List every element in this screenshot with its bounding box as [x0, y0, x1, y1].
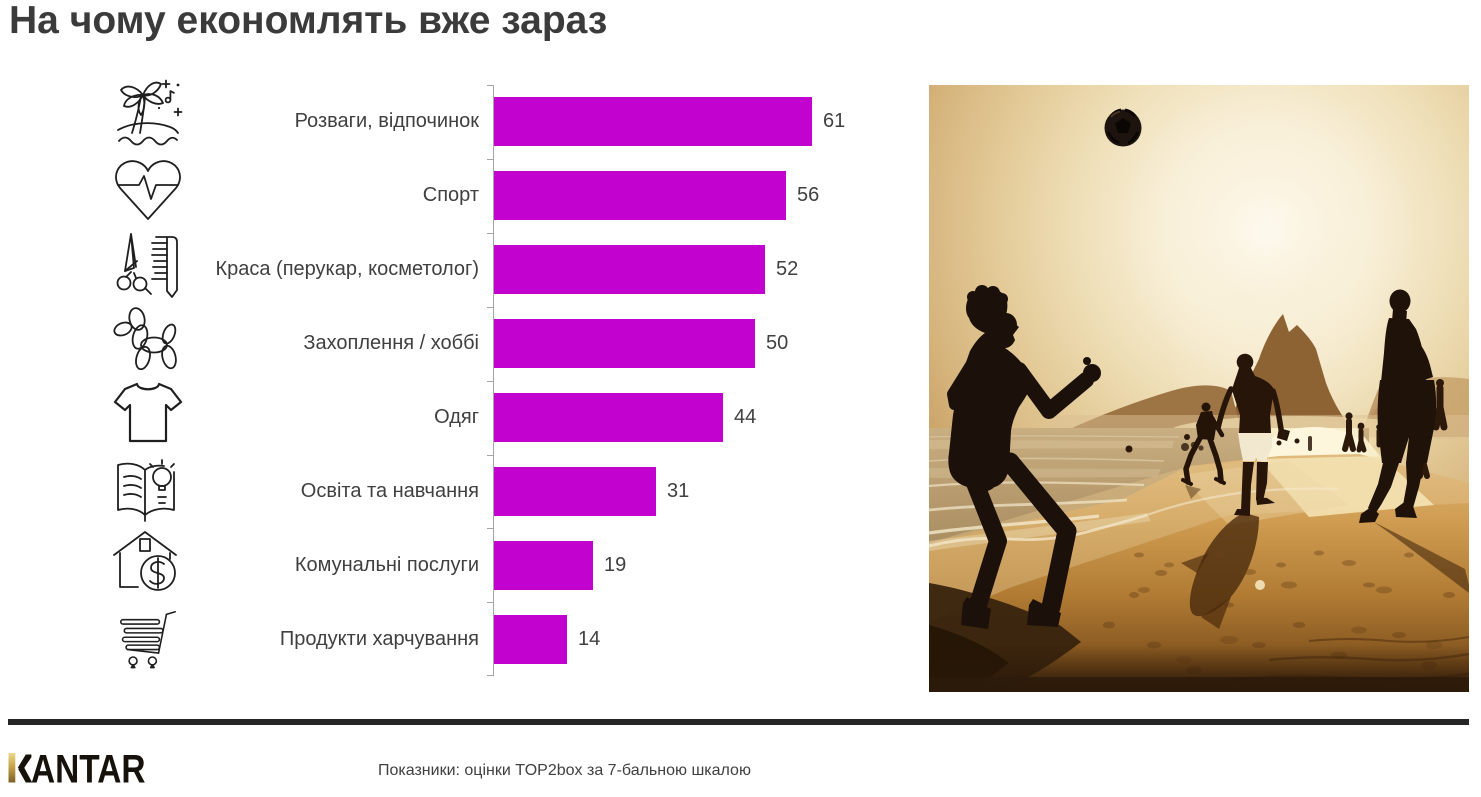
svg-text:ANTAR: ANTAR: [31, 751, 146, 787]
